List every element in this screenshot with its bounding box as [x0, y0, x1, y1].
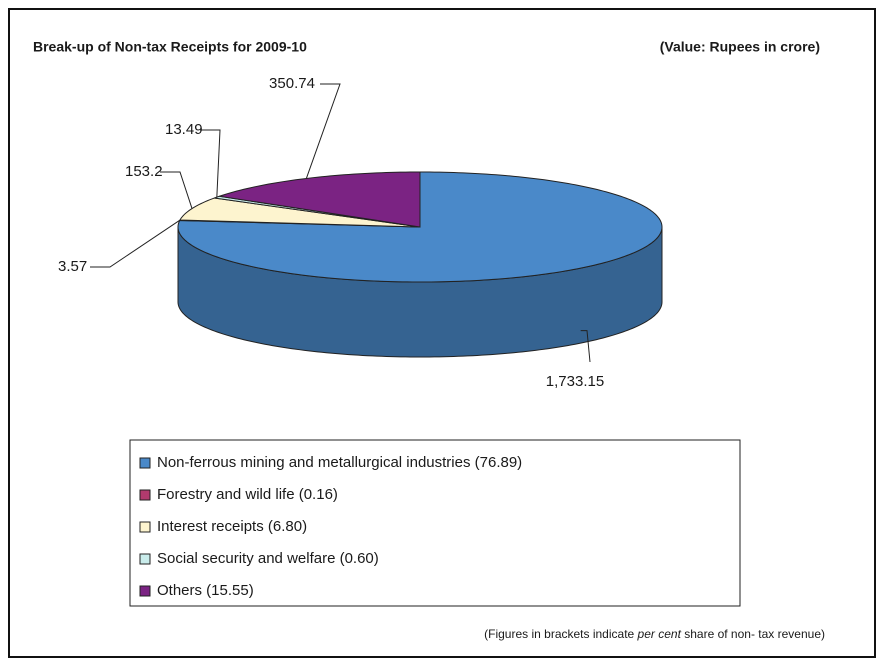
pie-slice	[219, 171, 421, 228]
legend-swatch	[139, 489, 151, 501]
chart-title: Break-up of Non-tax Receipts for 2009-10	[33, 39, 307, 55]
leader-line	[200, 129, 221, 198]
data-label: 153.2	[125, 163, 163, 180]
footnote-part: per cent	[637, 627, 682, 641]
leader-line	[305, 83, 341, 179]
chart-subtitle: (Value: Rupees in crore)	[660, 39, 820, 55]
legend-label: Interest receipts (6.80)	[157, 518, 307, 535]
footnote: (Figures in brackets indicate per cent s…	[484, 627, 825, 641]
data-label: 13.49	[165, 121, 203, 138]
legend-label: Social security and welfare (0.60)	[157, 550, 379, 567]
pie-slice	[177, 171, 663, 283]
legend-swatch	[139, 457, 151, 469]
data-label: 1,733.15	[546, 373, 604, 390]
data-label: 350.74	[269, 75, 315, 92]
legend-box	[129, 439, 741, 607]
legend-swatch	[139, 521, 151, 533]
data-label: 3.57	[58, 258, 87, 275]
legend-label: Forestry and wild life (0.16)	[157, 486, 338, 503]
legend-label: Others (15.55)	[157, 582, 254, 599]
legend-swatch	[139, 585, 151, 597]
legend-label: Non-ferrous mining and metallurgical ind…	[157, 454, 522, 471]
leader-line	[90, 219, 181, 268]
pie-slice	[179, 197, 421, 228]
legend-swatch	[139, 553, 151, 565]
leader-line	[160, 171, 193, 209]
footnote-part: share of non- tax revenue)	[681, 627, 825, 641]
leader-line	[580, 330, 591, 363]
footnote-part: (Figures in brackets indicate	[484, 627, 637, 641]
